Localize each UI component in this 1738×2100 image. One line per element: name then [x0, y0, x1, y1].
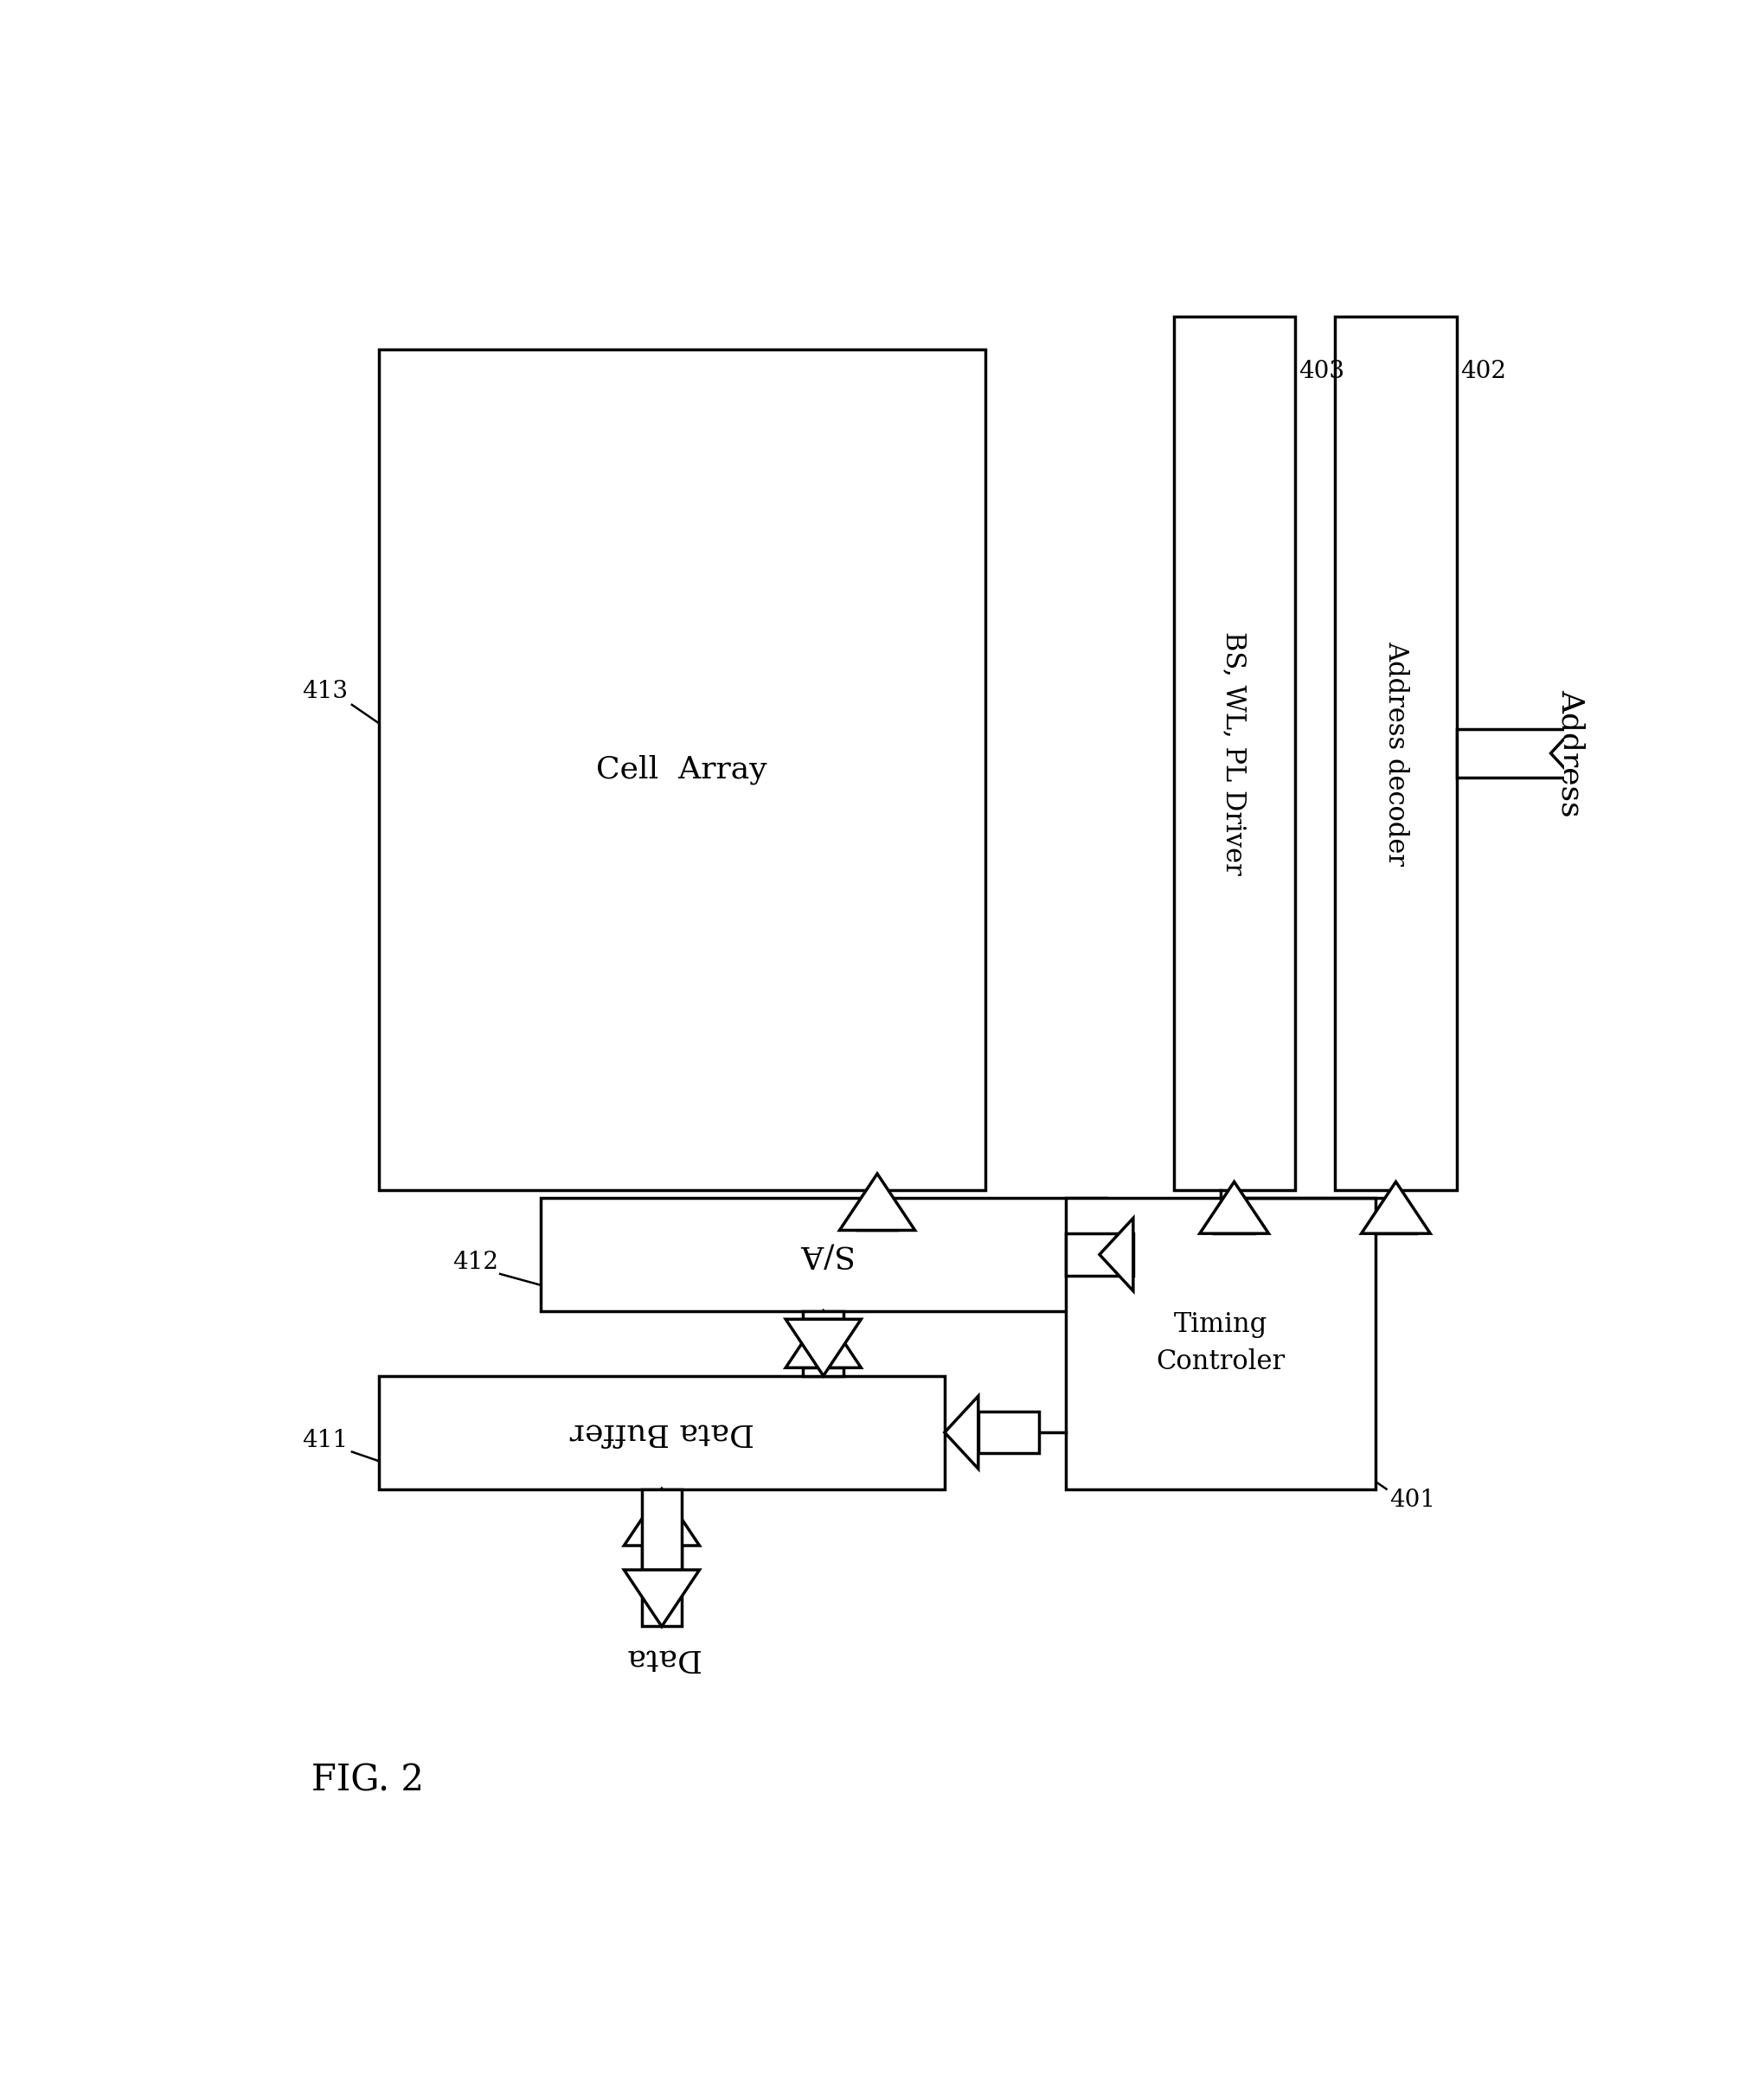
Text: BS, WL, PL Driver: BS, WL, PL Driver [1220, 632, 1248, 876]
Text: S/A: S/A [796, 1239, 850, 1268]
Text: 411: 411 [302, 1428, 348, 1453]
Bar [1376, 1214, 1416, 1233]
Bar [857, 1205, 897, 1231]
Polygon shape [624, 1489, 699, 1546]
Text: FIG. 2: FIG. 2 [311, 1762, 424, 1798]
Polygon shape [1361, 1182, 1430, 1233]
Bar [803, 1367, 843, 1376]
Bar [803, 1310, 843, 1319]
Bar [978, 1411, 1039, 1453]
Polygon shape [839, 1174, 914, 1231]
Text: Address decoder: Address decoder [1382, 640, 1410, 865]
Text: 401: 401 [1389, 1489, 1436, 1512]
Polygon shape [624, 1571, 699, 1628]
Bar [379, 1376, 945, 1489]
Bar [541, 1197, 1105, 1310]
Bar [1065, 1233, 1133, 1275]
Polygon shape [786, 1319, 860, 1376]
Bar [1173, 317, 1295, 1191]
Text: Data: Data [624, 1644, 699, 1674]
Bar [1065, 1197, 1376, 1489]
Text: Timing
Controler: Timing Controler [1156, 1312, 1284, 1376]
Text: 413: 413 [302, 680, 348, 704]
Polygon shape [1199, 1182, 1269, 1233]
Polygon shape [786, 1310, 860, 1367]
Text: Cell  Array: Cell Array [596, 754, 768, 785]
Text: 412: 412 [454, 1252, 499, 1275]
Text: 402: 402 [1460, 359, 1507, 384]
Bar [641, 1489, 681, 1571]
Polygon shape [945, 1396, 978, 1468]
Polygon shape [1100, 1218, 1133, 1292]
Bar [1335, 317, 1456, 1191]
Text: Address: Address [1556, 689, 1585, 817]
Polygon shape [1550, 712, 1589, 794]
Bar [379, 349, 985, 1191]
Text: Data Buffer: Data Buffer [570, 1418, 754, 1447]
Bar [1456, 729, 1589, 777]
Bar [641, 1546, 681, 1628]
Text: 403: 403 [1298, 359, 1345, 384]
Bar [1213, 1214, 1255, 1233]
